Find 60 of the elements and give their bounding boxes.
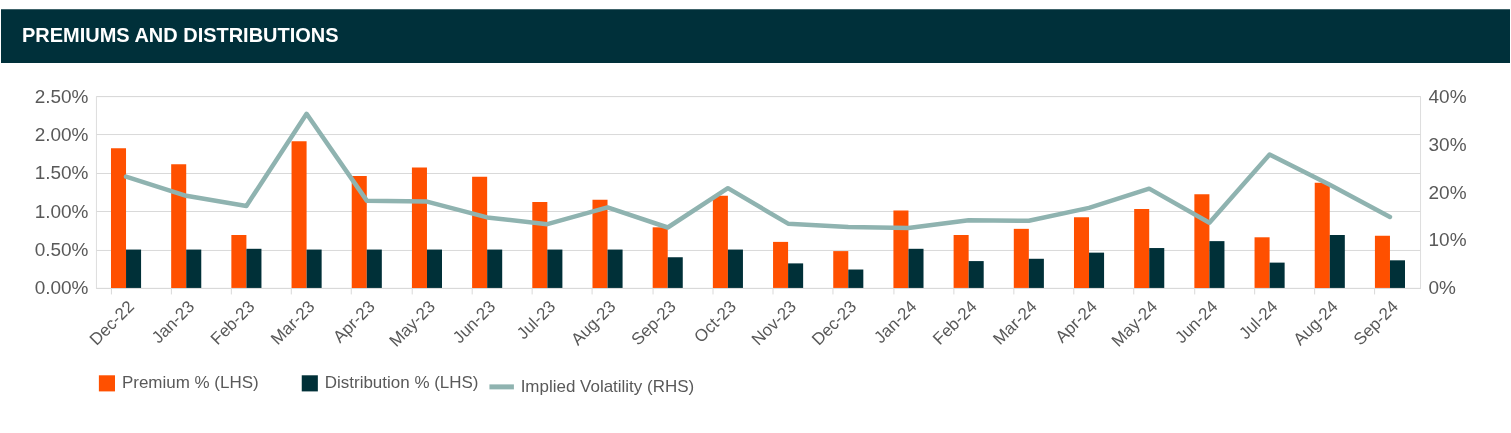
bar	[1374, 235, 1390, 288]
chart-title: PREMIUMS AND DISTRIBUTIONS	[21, 24, 339, 47]
y-tick-label: 2.00%	[34, 123, 89, 145]
legend-label: Premium % (LHS)	[121, 373, 259, 393]
bar	[953, 234, 969, 288]
bar	[667, 257, 683, 288]
y-tick-label: 2.50%	[34, 85, 89, 107]
bar	[1073, 217, 1090, 288]
y-tick-label: 0.50%	[34, 239, 89, 261]
bar	[351, 175, 367, 288]
bar	[231, 234, 247, 288]
y2-tick-label: 30%	[1428, 133, 1467, 155]
y2-tick-label: 40%	[1428, 85, 1467, 107]
bar	[788, 263, 804, 288]
bar	[908, 248, 924, 288]
bar	[1314, 182, 1330, 288]
bar	[1028, 258, 1044, 288]
bar	[186, 249, 202, 288]
y-tick-label: 1.00%	[34, 200, 89, 222]
bar	[727, 249, 743, 288]
legend-label: Implied Volatility (RHS)	[520, 376, 695, 396]
bar	[487, 249, 503, 288]
bar	[1134, 208, 1150, 288]
bar	[1209, 241, 1225, 288]
bar	[472, 176, 488, 288]
bar	[126, 249, 142, 288]
y-tick-label: 0.00%	[34, 277, 89, 299]
bar	[1149, 248, 1165, 288]
bar	[426, 249, 443, 288]
y-tick-label: 1.50%	[34, 162, 89, 184]
bar	[110, 148, 127, 288]
bar	[366, 249, 382, 288]
bar	[532, 201, 548, 288]
bar	[773, 241, 789, 288]
bar	[171, 164, 187, 288]
bar	[1329, 234, 1345, 288]
bar	[1194, 194, 1210, 288]
bar	[547, 249, 563, 288]
bar	[1013, 228, 1029, 288]
bar	[306, 249, 322, 288]
bar	[848, 269, 864, 288]
y2-tick-label: 0%	[1428, 277, 1457, 299]
bar	[607, 249, 623, 288]
bar	[1089, 252, 1105, 288]
bar	[291, 141, 307, 288]
bar	[652, 227, 668, 288]
bar	[712, 195, 728, 288]
legend-label: Distribution % (LHS)	[324, 373, 479, 393]
y2-tick-label: 20%	[1428, 181, 1467, 203]
bar	[833, 251, 849, 288]
bar	[592, 199, 608, 288]
y2-tick-label: 10%	[1428, 229, 1467, 251]
bar	[411, 167, 427, 288]
bar	[246, 248, 262, 288]
line-series	[123, 111, 1393, 231]
bar	[1269, 262, 1285, 288]
bar	[1254, 237, 1270, 288]
bar	[968, 261, 984, 288]
bar	[1389, 260, 1406, 288]
bar	[893, 210, 909, 288]
